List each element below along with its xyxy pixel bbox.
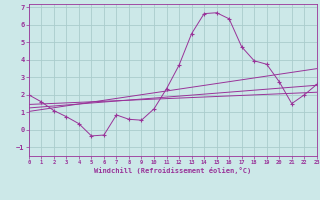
X-axis label: Windchill (Refroidissement éolien,°C): Windchill (Refroidissement éolien,°C) bbox=[94, 167, 252, 174]
